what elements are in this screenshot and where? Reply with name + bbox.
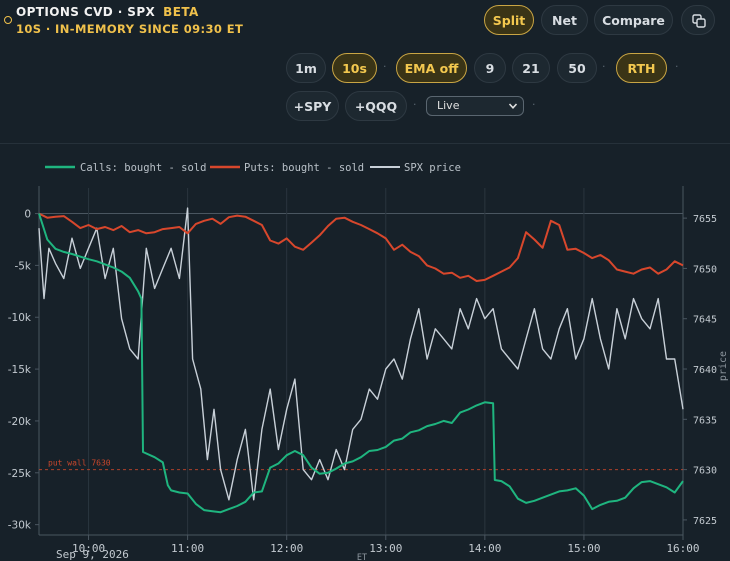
ema-9-button[interactable]: 9 xyxy=(474,53,506,83)
title-text: OPTIONS CVD · SPX xyxy=(16,5,156,19)
x-tick-label: 14:00 xyxy=(468,542,501,555)
x-tick-label: 11:00 xyxy=(171,542,204,555)
popout-icon xyxy=(692,14,706,28)
x-unit-label: ET xyxy=(357,553,367,561)
page-title: OPTIONS CVD · SPX BETA xyxy=(16,5,199,19)
compare-button[interactable]: Compare xyxy=(594,5,673,35)
timeframe-1m-button[interactable]: 1m xyxy=(286,53,326,83)
timeframe-10s-button[interactable]: 10s xyxy=(332,53,377,83)
cvd-chart: Calls: bought - sold Puts: bought - sold… xyxy=(8,162,729,561)
series-layer xyxy=(38,207,684,514)
y-right-tick-label: 7655 xyxy=(693,214,717,225)
legend-calls-label: Calls: bought - sold xyxy=(80,162,206,174)
y-right-axis-label: price xyxy=(718,351,729,381)
y-left-tick-label: -30k xyxy=(8,520,32,532)
axis-labels: 0 -5k -10k -15k -20k -25k -30k 7655 7650 7645 7640… xyxy=(8,209,729,561)
annotation-layer: put wall 7630 xyxy=(39,459,683,471)
y-right-tick-label: 7650 xyxy=(693,264,717,275)
axes xyxy=(35,186,687,540)
y-left-tick-label: -15k xyxy=(8,364,32,376)
separator-dot: · xyxy=(675,60,679,73)
separator-dot: · xyxy=(602,60,606,73)
mode-select-value: Live xyxy=(437,99,460,112)
y-right-tick-label: 7625 xyxy=(693,516,717,527)
separator-dot: · xyxy=(383,60,387,73)
x-tick-label: 10:00 xyxy=(72,542,105,555)
ema-toggle-button[interactable]: EMA off xyxy=(396,53,467,83)
x-tick-label: 12:00 xyxy=(270,542,303,555)
popout-button[interactable] xyxy=(681,5,715,35)
y-right-tick-label: 7640 xyxy=(693,365,717,376)
beta-badge: BETA xyxy=(163,5,199,19)
y-left-tick-label: -25k xyxy=(8,468,32,480)
calls-series-line xyxy=(38,213,684,514)
y-left-tick-label: 0 xyxy=(24,209,31,221)
grid xyxy=(39,188,684,535)
status-dot-icon xyxy=(4,16,12,24)
x-date-label: Sep 9, 2026 xyxy=(56,548,129,561)
y-right-tick-label: 7630 xyxy=(693,466,717,477)
net-button[interactable]: Net xyxy=(541,5,588,35)
put-wall-label: put wall 7630 xyxy=(48,459,111,468)
x-tick-label: 13:00 xyxy=(369,542,402,555)
y-right-tick-label: 7635 xyxy=(693,415,717,426)
puts-series-line xyxy=(38,212,684,282)
ema-50-button[interactable]: 50 xyxy=(557,53,597,83)
legend-puts-label: Puts: bought - sold xyxy=(244,162,364,174)
session-subtitle: 10S · IN-MEMORY SINCE 09:30 ET xyxy=(16,22,244,36)
rth-button[interactable]: RTH xyxy=(616,53,667,83)
x-tick-label: 16:00 xyxy=(666,542,699,555)
y-left-tick-label: -10k xyxy=(8,312,32,324)
ema-21-button[interactable]: 21 xyxy=(512,53,550,83)
split-button[interactable]: Split xyxy=(484,5,534,35)
legend: Calls: bought - sold Puts: bought - sold… xyxy=(45,162,461,174)
chevron-down-icon xyxy=(508,103,518,109)
y-left-tick-label: -20k xyxy=(8,416,32,428)
separator-dot: · xyxy=(413,98,417,111)
mode-select[interactable]: Live xyxy=(426,96,524,116)
add-spy-button[interactable]: +SPY xyxy=(286,91,339,121)
x-tick-label: 15:00 xyxy=(567,542,600,555)
y-left-tick-label: -5k xyxy=(14,260,31,272)
section-divider xyxy=(0,143,730,144)
add-qqq-button[interactable]: +QQQ xyxy=(345,91,407,121)
legend-price-label: SPX price xyxy=(404,162,461,174)
y-right-tick-label: 7645 xyxy=(693,315,717,326)
separator-dot: · xyxy=(532,98,536,111)
